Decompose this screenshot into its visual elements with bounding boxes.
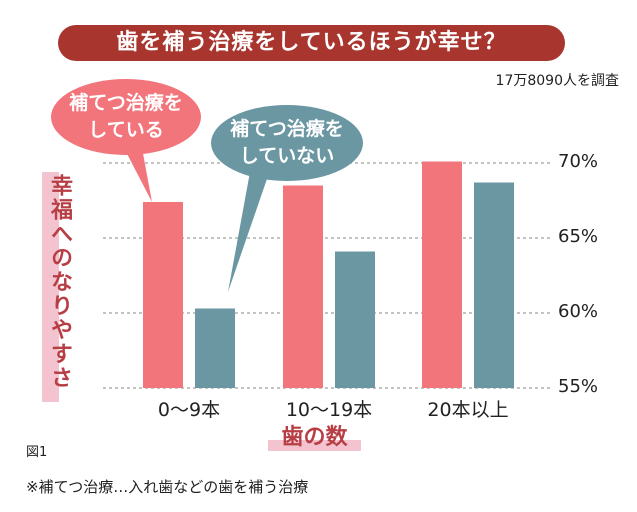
y-axis-label-highlight <box>42 172 59 402</box>
legend-bubble-untreated <box>211 105 363 292</box>
legend-untreated-line1: 補てつ治療を <box>230 118 344 140</box>
bar-treated-0 <box>143 202 183 388</box>
legend-treated-line2: している <box>88 119 164 141</box>
bubble-pointer-treated <box>124 148 152 202</box>
bars <box>143 161 514 388</box>
figure-label: 図1 <box>26 445 48 460</box>
legend-treated-line1: 補てつ治療を <box>69 92 183 114</box>
bar-untreated-0 <box>195 308 235 388</box>
x-tick-label: 20本以上 <box>427 399 509 421</box>
footnote: ※補てつ治療…入れ歯などの歯を補う治療 <box>26 478 309 496</box>
bar-treated-2 <box>422 161 462 388</box>
y-tick-label: 55% <box>558 376 599 397</box>
y-tick-label: 65% <box>558 226 599 247</box>
y-axis-label: 幸福へのなりやすさ <box>47 174 72 390</box>
bubble-pointer-untreated <box>228 172 268 292</box>
legend-treated: 補てつ治療を している <box>56 90 196 144</box>
bar-untreated-2 <box>474 182 514 388</box>
bubble-body-untreated <box>211 105 363 181</box>
chart-title-banner: 歯を補う治療をしているほうが幸せ？ <box>58 25 565 61</box>
y-tick-label: 60% <box>558 301 599 322</box>
bar-treated-1 <box>283 185 323 388</box>
x-tick-label: 0〜9本 <box>157 399 221 421</box>
legend-untreated: 補てつ治療を していない <box>217 116 357 170</box>
bubble-body-treated <box>51 79 201 155</box>
x-tick-label: 10〜19本 <box>285 399 373 421</box>
legend-untreated-line2: していない <box>239 145 335 167</box>
x-axis-label: 歯の数 <box>281 425 348 450</box>
x-axis-label-highlight <box>268 440 361 451</box>
y-tick-label: 70% <box>558 151 599 172</box>
bar-untreated-1 <box>335 251 375 388</box>
legend-bubble-treated <box>51 79 201 202</box>
survey-note: 17万8090人を調査 <box>495 73 619 89</box>
